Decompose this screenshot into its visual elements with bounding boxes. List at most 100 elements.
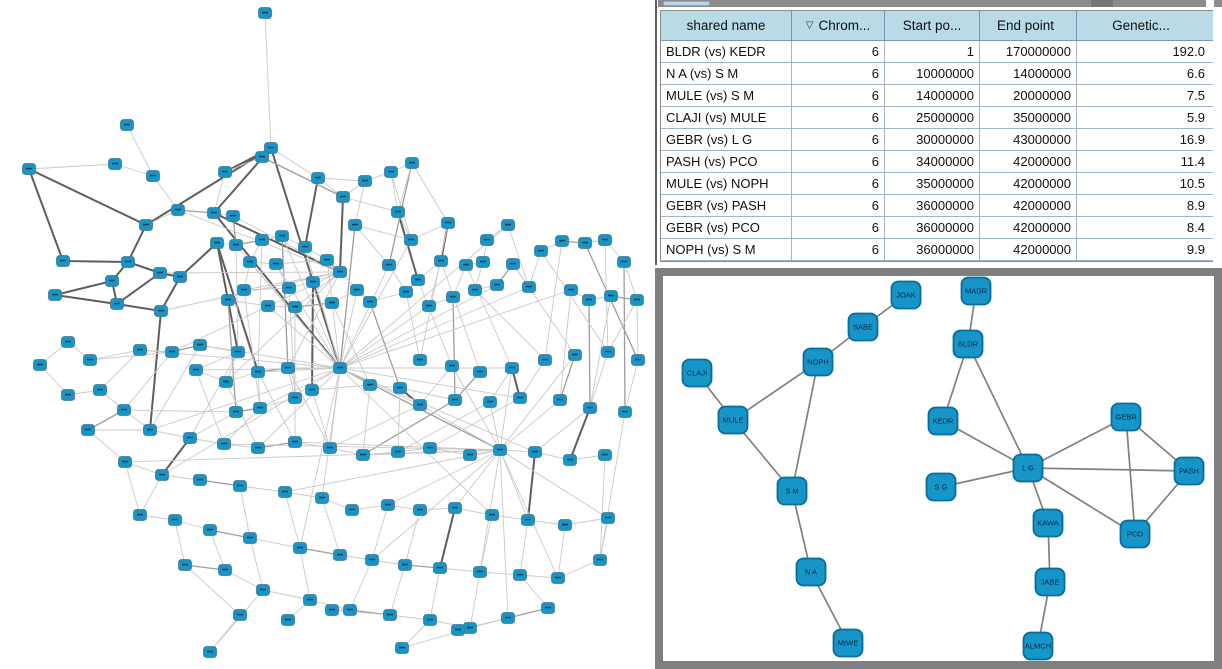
network-node[interactable] — [483, 396, 497, 408]
network-node[interactable] — [463, 449, 477, 461]
network-node[interactable] — [226, 210, 240, 222]
network-node[interactable] — [631, 354, 645, 366]
network-node[interactable] — [288, 392, 302, 404]
network-node[interactable] — [582, 294, 596, 306]
network-node[interactable] — [356, 449, 370, 461]
network-node[interactable] — [391, 206, 405, 218]
network-node[interactable] — [311, 172, 325, 184]
network-node[interactable] — [251, 366, 265, 378]
network-node[interactable] — [22, 163, 36, 175]
network-node[interactable] — [423, 614, 437, 626]
network-node[interactable] — [358, 175, 372, 187]
network-node[interactable] — [93, 384, 107, 396]
column-header-chromosome[interactable]: ▽ Chrom... — [792, 11, 885, 41]
network-node[interactable] — [221, 294, 235, 306]
network-node[interactable] — [278, 486, 292, 498]
network-node[interactable] — [382, 259, 396, 271]
network-node[interactable] — [423, 442, 437, 454]
network-node[interactable] — [434, 255, 448, 267]
network-node[interactable]: MULE — [717, 405, 749, 435]
network-node[interactable]: PASH — [1173, 456, 1205, 486]
network-node[interactable] — [480, 234, 494, 246]
network-node[interactable] — [165, 346, 179, 358]
network-node[interactable] — [593, 554, 607, 566]
network-node[interactable] — [118, 456, 132, 468]
network-node[interactable] — [183, 432, 197, 444]
network-node[interactable] — [333, 266, 347, 278]
network-node[interactable] — [413, 504, 427, 516]
network-node[interactable] — [333, 549, 347, 561]
network-node[interactable] — [255, 234, 269, 246]
network-node[interactable]: JOAK — [890, 280, 922, 310]
network-node[interactable]: BLDR — [952, 329, 984, 359]
network-node[interactable] — [189, 364, 203, 376]
table-row[interactable]: PASH (vs) PCO 6 34000000 42000000 11.4 — [661, 151, 1214, 173]
network-node[interactable] — [345, 504, 359, 516]
network-node[interactable] — [269, 258, 283, 270]
network-node[interactable] — [363, 296, 377, 308]
network-node[interactable] — [293, 542, 307, 554]
detail-network-canvas[interactable]: JOAK MADR SABE BLDR NOPH CLAJI MULE KEDR GEBR L G… — [663, 276, 1214, 661]
network-node[interactable] — [218, 564, 232, 576]
network-node[interactable] — [551, 572, 565, 584]
network-node[interactable] — [219, 376, 233, 388]
network-node[interactable]: L G — [1012, 453, 1044, 483]
network-node[interactable] — [413, 354, 427, 366]
network-node[interactable] — [564, 284, 578, 296]
network-node[interactable] — [288, 436, 302, 448]
network-node[interactable] — [81, 424, 95, 436]
network-node[interactable] — [568, 349, 582, 361]
network-node[interactable] — [305, 384, 319, 396]
network-node[interactable] — [395, 642, 409, 654]
network-node[interactable] — [398, 559, 412, 571]
network-node[interactable]: S G — [925, 472, 957, 502]
network-node[interactable] — [618, 406, 632, 418]
table-row[interactable]: GEBR (vs) L G 6 30000000 43000000 16.9 — [661, 129, 1214, 151]
network-node[interactable] — [521, 514, 535, 526]
network-node[interactable] — [445, 360, 459, 372]
network-node[interactable] — [350, 284, 364, 296]
network-node[interactable]: JABE — [1034, 567, 1066, 597]
network-node[interactable] — [320, 254, 334, 266]
network-node[interactable] — [207, 207, 221, 219]
network-node[interactable]: KAWA — [1032, 508, 1064, 538]
network-node[interactable] — [601, 512, 615, 524]
network-node[interactable] — [258, 7, 272, 19]
network-node[interactable] — [315, 492, 329, 504]
network-node[interactable] — [61, 389, 75, 401]
network-node[interactable] — [601, 346, 615, 358]
table-horizontal-scrollbar[interactable] — [658, 0, 1222, 7]
network-node[interactable] — [333, 362, 347, 374]
network-node[interactable] — [490, 279, 504, 291]
network-node[interactable] — [229, 406, 243, 418]
network-node[interactable] — [105, 275, 119, 287]
network-node[interactable] — [108, 158, 122, 170]
network-node[interactable] — [255, 151, 269, 163]
network-node[interactable] — [534, 245, 548, 257]
network-node[interactable] — [343, 604, 357, 616]
network-node[interactable] — [448, 394, 462, 406]
table-row[interactable]: CLAJI (vs) MULE 6 25000000 35000000 5.9 — [661, 107, 1214, 129]
network-node[interactable] — [541, 602, 555, 614]
network-node[interactable]: PCO — [1119, 519, 1151, 549]
network-node[interactable]: GEBR — [1110, 402, 1142, 432]
network-node[interactable] — [178, 559, 192, 571]
network-node[interactable] — [298, 241, 312, 253]
column-header-shared-name[interactable]: shared name — [661, 11, 792, 41]
network-node[interactable] — [578, 237, 592, 249]
network-node[interactable]: CLAJI — [681, 358, 713, 388]
network-node[interactable] — [348, 219, 362, 231]
network-node[interactable] — [393, 382, 407, 394]
network-node[interactable] — [630, 294, 644, 306]
network-node[interactable] — [139, 219, 153, 231]
network-node[interactable] — [485, 509, 499, 521]
network-node[interactable] — [604, 290, 618, 302]
network-node[interactable] — [153, 267, 167, 279]
network-node[interactable] — [133, 509, 147, 521]
network-node[interactable] — [120, 119, 134, 131]
network-node[interactable] — [83, 354, 97, 366]
network-node[interactable] — [617, 256, 631, 268]
network-node[interactable] — [446, 291, 460, 303]
network-node[interactable] — [505, 362, 519, 374]
network-node[interactable] — [399, 286, 413, 298]
